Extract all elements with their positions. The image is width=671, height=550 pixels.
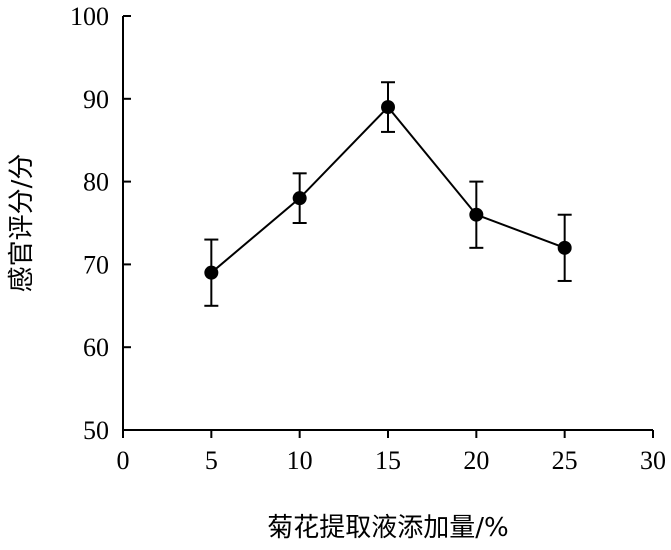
x-tick-label: 0 <box>117 446 130 475</box>
series <box>204 81 572 307</box>
y-tick-label: 70 <box>83 250 109 279</box>
axes <box>122 16 653 431</box>
x-tick-label: 15 <box>375 446 401 475</box>
x-tick-label: 30 <box>640 446 666 475</box>
x-tick-label: 5 <box>205 446 218 475</box>
x-axis-title: 菊花提取液添加量/% <box>267 513 508 543</box>
x-tick-label: 20 <box>463 446 489 475</box>
data-point <box>292 191 307 206</box>
data-point <box>381 100 395 115</box>
x-tick-label: 10 <box>287 446 313 475</box>
data-point <box>557 240 572 255</box>
x-tick-label: 25 <box>552 446 578 475</box>
data-point <box>469 207 484 222</box>
y-tick-label: 100 <box>70 2 109 31</box>
y-tick-label: 50 <box>83 416 109 445</box>
y-tick-label: 90 <box>83 85 109 114</box>
data-point <box>204 265 219 280</box>
y-ticks: 50 60 70 80 90 100 <box>70 2 131 445</box>
y-tick-label: 80 <box>83 168 109 197</box>
x-ticks: 0 5 10 15 20 25 30 <box>117 430 666 475</box>
y-axis-title: 感官评分/分 <box>7 154 37 293</box>
y-tick-label: 60 <box>83 333 109 362</box>
